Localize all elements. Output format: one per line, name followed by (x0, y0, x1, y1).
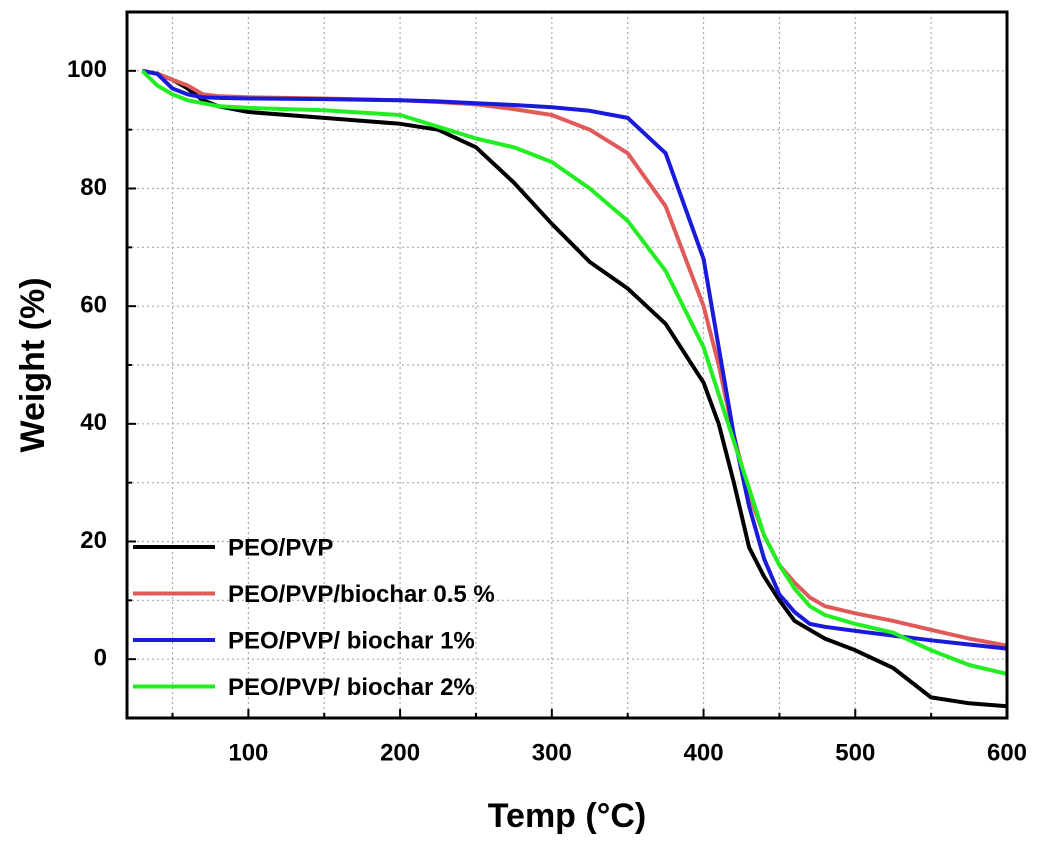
legend-label: PEO/PVP/ biochar 1% (228, 627, 475, 654)
x-axis-label: Temp (°C) (488, 797, 646, 835)
x-tick-label: 300 (532, 739, 572, 766)
y-tick-label: 100 (67, 56, 107, 83)
x-tick-label: 500 (835, 739, 875, 766)
y-tick-label: 0 (94, 645, 107, 672)
y-tick-label: 40 (80, 409, 107, 436)
y-tick-label: 20 (80, 527, 107, 554)
y-tick-label: 60 (80, 292, 107, 319)
plot-frame (125, 10, 1009, 720)
legend-label: PEO/PVP/biochar 0.5 % (228, 581, 495, 608)
x-tick-label: 400 (684, 739, 724, 766)
legend-label: PEO/PVP (228, 534, 333, 561)
series-line (141, 68, 1008, 651)
series-line (140, 69, 1008, 676)
y-tick-label: 80 (80, 174, 107, 201)
x-tick-label: 600 (987, 739, 1027, 766)
y-axis-label: Weight (%) (14, 277, 52, 452)
legend-label: PEO/PVP/ biochar 2% (228, 674, 475, 701)
x-tick-label: 100 (228, 739, 268, 766)
x-tick-label: 200 (380, 739, 420, 766)
series-line (141, 68, 1008, 709)
